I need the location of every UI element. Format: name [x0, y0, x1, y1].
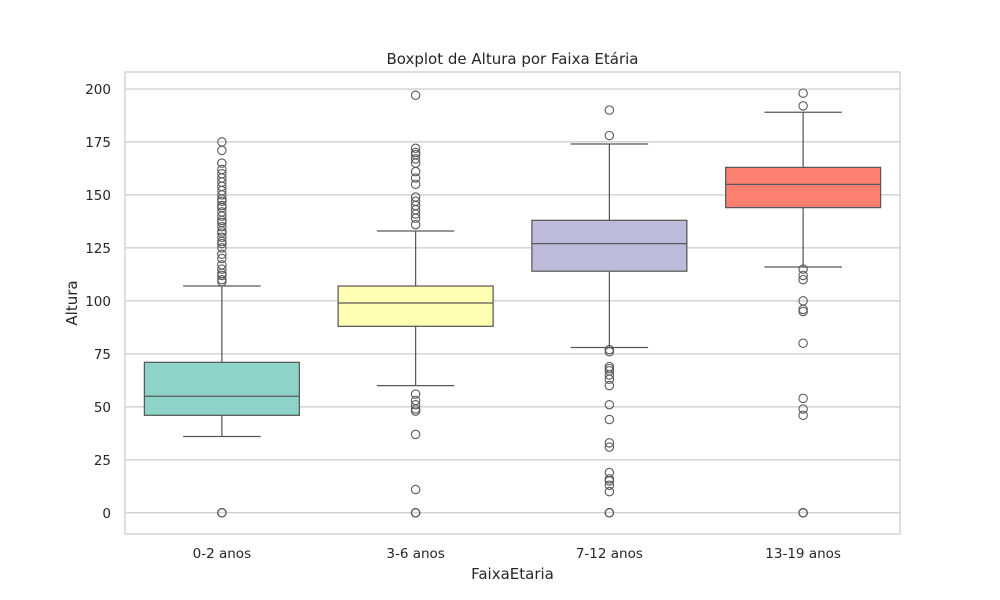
y-tick-label: 100: [85, 294, 111, 310]
y-tick-label: 75: [94, 347, 111, 363]
outlier-point: [604, 130, 615, 141]
chart-title: Boxplot de Altura por Faixa Etária: [386, 50, 638, 68]
outlier-point: [217, 264, 227, 274]
outlier-point: [217, 253, 227, 264]
y-tick-label: 200: [85, 82, 111, 98]
outlier-point: [798, 264, 808, 274]
outlier-point: [217, 158, 227, 168]
outlier-point: [798, 274, 808, 285]
plot-frame: [124, 71, 901, 535]
y-tick-label: 150: [85, 188, 111, 204]
outlier-point: [410, 484, 421, 495]
outlier-point: [410, 154, 421, 164]
x-tick-label: 0-2 anos: [193, 546, 251, 562]
outlier-point: [604, 480, 615, 491]
outlier-point: [410, 395, 421, 406]
outlier-point: [798, 404, 808, 414]
outlier-point: [604, 474, 615, 484]
tick-labels: 0 25 50 75 100 125 150 175 200 0-2 anos 3-6 anos 7-…: [85, 82, 841, 562]
outlier-point: [217, 243, 227, 253]
outlier-point: [604, 380, 615, 391]
outlier-point: [410, 173, 421, 183]
outlier-point: [217, 274, 227, 285]
y-tick-label: 175: [85, 135, 111, 151]
box-group: [531, 105, 688, 518]
outlier-point: [410, 508, 421, 518]
outlier-point: [410, 143, 421, 154]
outlier-point: [217, 249, 227, 260]
outlier-point: [604, 438, 615, 448]
outlier-point: [604, 467, 615, 478]
outlier-point: [410, 196, 421, 207]
outlier-point: [604, 105, 615, 115]
outlier-point: [217, 508, 227, 518]
boxes: [143, 88, 882, 518]
outlier-point: [798, 508, 808, 518]
outlier-point: [410, 147, 421, 158]
box-group: [725, 88, 882, 518]
box-iqr: [531, 219, 688, 272]
y-tick-label: 50: [94, 400, 111, 416]
outlier-point: [217, 137, 227, 147]
outlier-point: [604, 508, 615, 518]
outlier-point: [410, 179, 421, 190]
outlier-point: [410, 219, 421, 230]
outlier-point: [604, 414, 615, 425]
x-tick-label: 7-12 anos: [576, 546, 643, 562]
x-tick-label: 13-19 anos: [765, 546, 841, 562]
y-axis-title: Altura: [63, 280, 81, 325]
outlier-point: [217, 232, 227, 243]
outlier-point: [410, 399, 421, 410]
outlier-point: [798, 101, 808, 111]
y-tick-label: 0: [102, 506, 111, 522]
outlier-point: [798, 410, 808, 421]
outlier-point: [217, 221, 227, 232]
outlier-point: [410, 429, 421, 440]
box-group: [143, 137, 300, 518]
outlier-point: [217, 207, 227, 217]
box-iqr: [337, 285, 494, 327]
outlier-point: [604, 399, 615, 410]
outlier-point: [798, 270, 808, 281]
box-iqr: [725, 166, 882, 209]
outlier-point: [798, 88, 808, 98]
x-tick-label: 3-6 anos: [386, 546, 444, 562]
x-axis-title: FaixaEtaria: [471, 565, 554, 583]
outlier-point: [217, 168, 227, 179]
y-tick-label: 25: [94, 453, 111, 469]
outlier-point: [604, 361, 615, 372]
outlier-point: [217, 260, 227, 270]
outlier-point: [604, 442, 615, 452]
outlier-point: [410, 90, 421, 101]
outlier-point: [217, 164, 227, 175]
box-group: [337, 90, 494, 518]
outlier-point: [798, 393, 808, 404]
outlier-point: [410, 192, 421, 202]
box-iqr: [143, 361, 300, 416]
outlier-point: [604, 344, 615, 355]
outlier-point: [410, 389, 421, 399]
y-tick-label: 125: [85, 241, 111, 257]
outlier-point: [798, 296, 808, 306]
outlier-point: [604, 486, 615, 497]
outlier-point: [217, 200, 227, 211]
outlier-point: [798, 338, 808, 349]
